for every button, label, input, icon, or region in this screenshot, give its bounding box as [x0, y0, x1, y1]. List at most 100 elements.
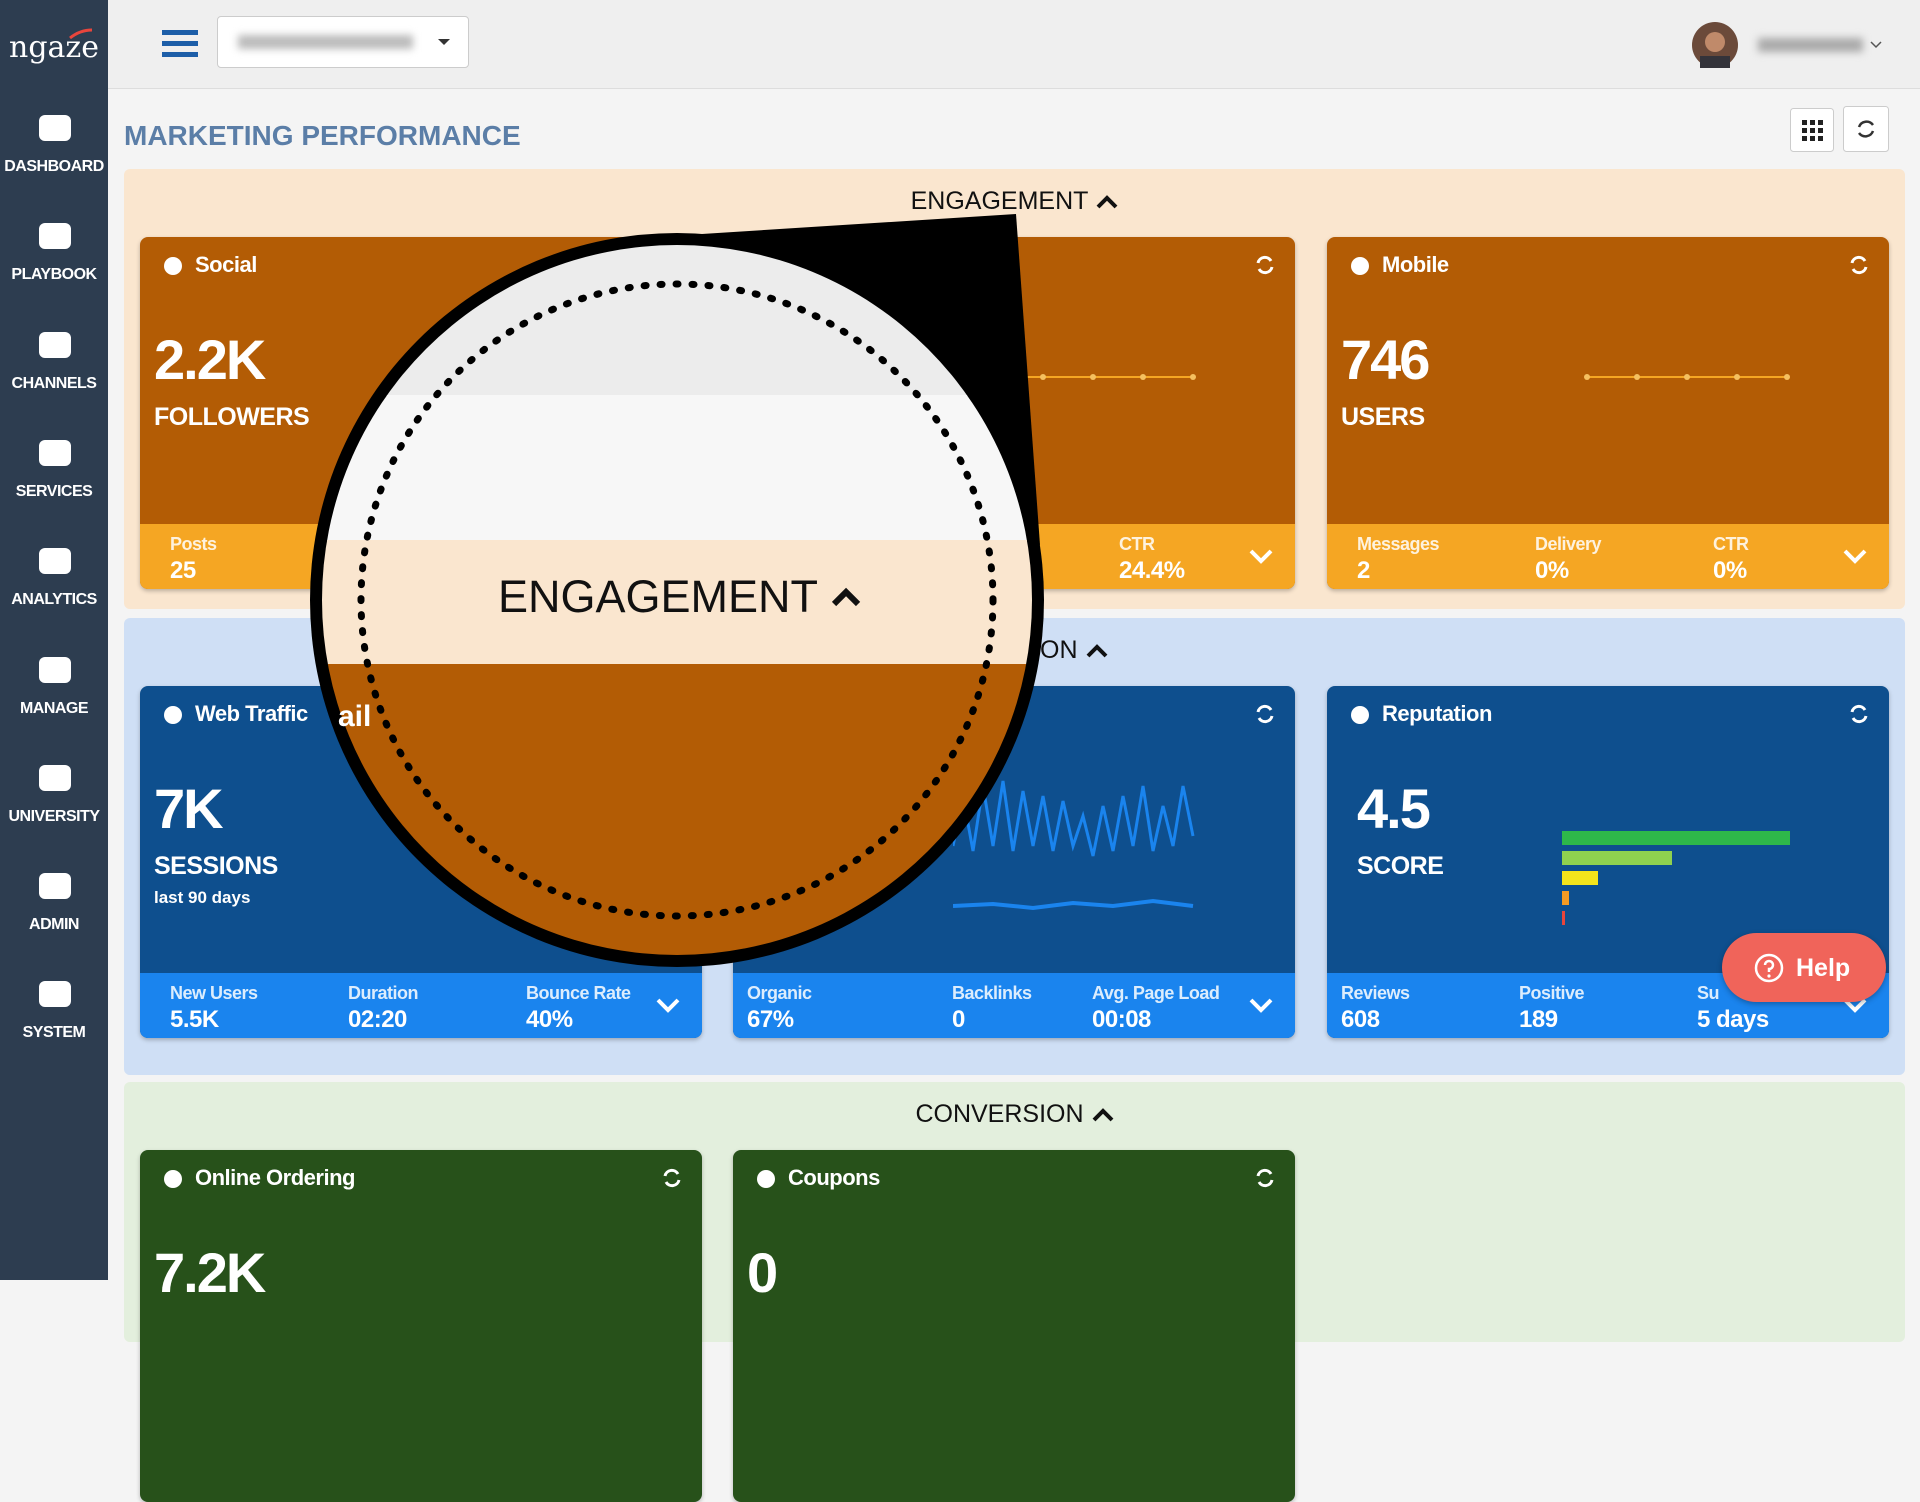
nav-icon	[39, 764, 71, 791]
card-stats: Messages 2 Delivery 0% CTR 0%	[1327, 524, 1889, 589]
caret	[438, 39, 450, 45]
stat-label: Duration	[348, 983, 419, 1003]
section-title: ENGAGEMENT	[910, 187, 1089, 215]
stat-label: New Users	[170, 983, 258, 1003]
widget-card: Mobile 746 USERS Messages 2 Delivery 0% CTR 0%	[1327, 237, 1889, 589]
stat-value: 0%	[1535, 557, 1569, 584]
card-note: last 90 days	[154, 888, 251, 907]
stat-value: 189	[1519, 1006, 1558, 1033]
magnified-section-title: ENGAGEMENT	[498, 571, 818, 622]
card-icon	[164, 257, 182, 275]
nav-icon	[39, 656, 71, 683]
stat-label: Su	[1697, 983, 1720, 1003]
card-icon	[1351, 706, 1369, 724]
nav-icon	[39, 115, 71, 141]
magnifier-dotted-ring	[357, 280, 997, 920]
section-header[interactable]: ENGAGEMENT	[124, 187, 1905, 216]
expand-chevron[interactable]	[655, 995, 681, 1015]
expand-chevron[interactable]	[1842, 546, 1868, 566]
nav-item[interactable]: PLAYBOOK	[0, 208, 108, 304]
stat-label: Backlinks	[952, 983, 1032, 1003]
help-label: Help	[1796, 954, 1851, 982]
card-stats: New Users 5.5K Duration 02:20 Bounce Rate 40%	[140, 973, 702, 1038]
refresh-button[interactable]	[1843, 106, 1889, 152]
collapse-chevron	[1086, 644, 1107, 658]
nav-item[interactable]: ADMIN	[0, 858, 108, 954]
nav-item[interactable]: SERVICES	[0, 425, 108, 521]
card-label: SCORE	[1357, 852, 1444, 880]
stat-value: 5 days	[1697, 1006, 1769, 1033]
stat-label: Positive	[1519, 983, 1585, 1003]
card-refresh[interactable]	[1847, 702, 1871, 726]
section-header[interactable]: CONVERSION	[124, 1100, 1905, 1129]
card-refresh[interactable]	[1253, 1166, 1277, 1190]
section-title: CONVERSION	[915, 1100, 1084, 1128]
card-icon	[757, 1170, 775, 1188]
nav-item[interactable]: ANALYTICS	[0, 533, 108, 629]
card-title: Web Traffic	[195, 701, 308, 726]
card-refresh[interactable]	[660, 1166, 684, 1190]
nav-label: SYSTEM	[22, 1024, 86, 1042]
card-refresh[interactable]	[1253, 702, 1277, 726]
nav-item[interactable]: UNIVERSITY	[0, 750, 108, 846]
stat-value: 00:08	[1092, 1006, 1151, 1033]
rating-bars	[1562, 831, 1790, 925]
stat-value: 24.4%	[1119, 557, 1185, 584]
nav-icon	[39, 981, 71, 1008]
card-title: Online Ordering	[195, 1165, 355, 1190]
nav-item[interactable]: DASHBOARD	[0, 100, 108, 196]
card-title: Mobile	[1382, 252, 1449, 277]
card-stats: Organic 67% Backlinks 0 Avg. Page Load 00:08	[733, 973, 1295, 1038]
stat-value: 5.5K	[170, 1006, 219, 1033]
logo: ngaze	[9, 30, 99, 65]
nav-item[interactable]: SYSTEM	[0, 966, 108, 1062]
widget-card: Reputation 4.5 SCORE Reviews 608 Positive 189 S…	[1327, 686, 1889, 1038]
blurred-user-name[interactable]	[1758, 38, 1863, 52]
stat-label: Organic	[747, 983, 812, 1003]
stat-value: 40%	[526, 1006, 573, 1033]
nav-label: CHANNELS	[11, 374, 97, 392]
expand-chevron[interactable]	[1248, 995, 1274, 1015]
stat-value: 0	[952, 1006, 965, 1033]
sidebar: ngaze DASHBOARD PLAYBOOK CHANNELS SERVICES AN…	[0, 0, 108, 1280]
card-title: Coupons	[788, 1165, 880, 1190]
stat-label: CTR	[1713, 534, 1749, 554]
nav-icon	[39, 331, 71, 358]
expand-chevron[interactable]	[1842, 995, 1868, 1015]
card-label: SESSIONS	[154, 852, 278, 880]
user-caret	[1870, 41, 1882, 49]
card-icon	[1351, 257, 1369, 275]
top-bar	[108, 0, 1920, 89]
stat-value: 2	[1357, 557, 1370, 584]
section-header[interactable]: ON	[1040, 636, 1108, 665]
menu-button[interactable]	[162, 28, 198, 60]
hidden-card-title-fragment: ail	[338, 700, 371, 733]
nav-label: ADMIN	[29, 916, 79, 934]
nav-item[interactable]: MANAGE	[0, 642, 108, 738]
stat-value: 02:20	[348, 1006, 407, 1033]
location-dropdown[interactable]	[217, 16, 469, 68]
card-refresh[interactable]	[1253, 253, 1277, 277]
page-title: MARKETING PERFORMANCE	[124, 120, 521, 151]
logo-swoosh	[69, 28, 93, 40]
avatar[interactable]	[1692, 22, 1738, 68]
stat-label: Bounce Rate	[526, 983, 631, 1003]
card-icon	[164, 706, 182, 724]
nav-icon	[39, 548, 71, 575]
collapse-chevron	[1092, 1108, 1113, 1122]
stat-label: Avg. Page Load	[1092, 983, 1220, 1003]
card-refresh[interactable]	[1847, 253, 1871, 277]
card-value: 4.5	[1357, 777, 1431, 840]
nav-label: DASHBOARD	[4, 158, 104, 175]
grid-button[interactable]	[1790, 108, 1834, 152]
card-value: 7K	[154, 777, 224, 840]
stat-label: Messages	[1357, 534, 1440, 554]
expand-chevron[interactable]	[1248, 546, 1274, 566]
nav-label: MANAGE	[19, 699, 89, 717]
stat-label: Reviews	[1341, 983, 1410, 1003]
sparkline	[1584, 374, 1790, 380]
nav-item[interactable]: CHANNELS	[0, 317, 108, 413]
help-button[interactable]: Help	[1722, 933, 1886, 1002]
magnified-chevron	[831, 587, 861, 607]
